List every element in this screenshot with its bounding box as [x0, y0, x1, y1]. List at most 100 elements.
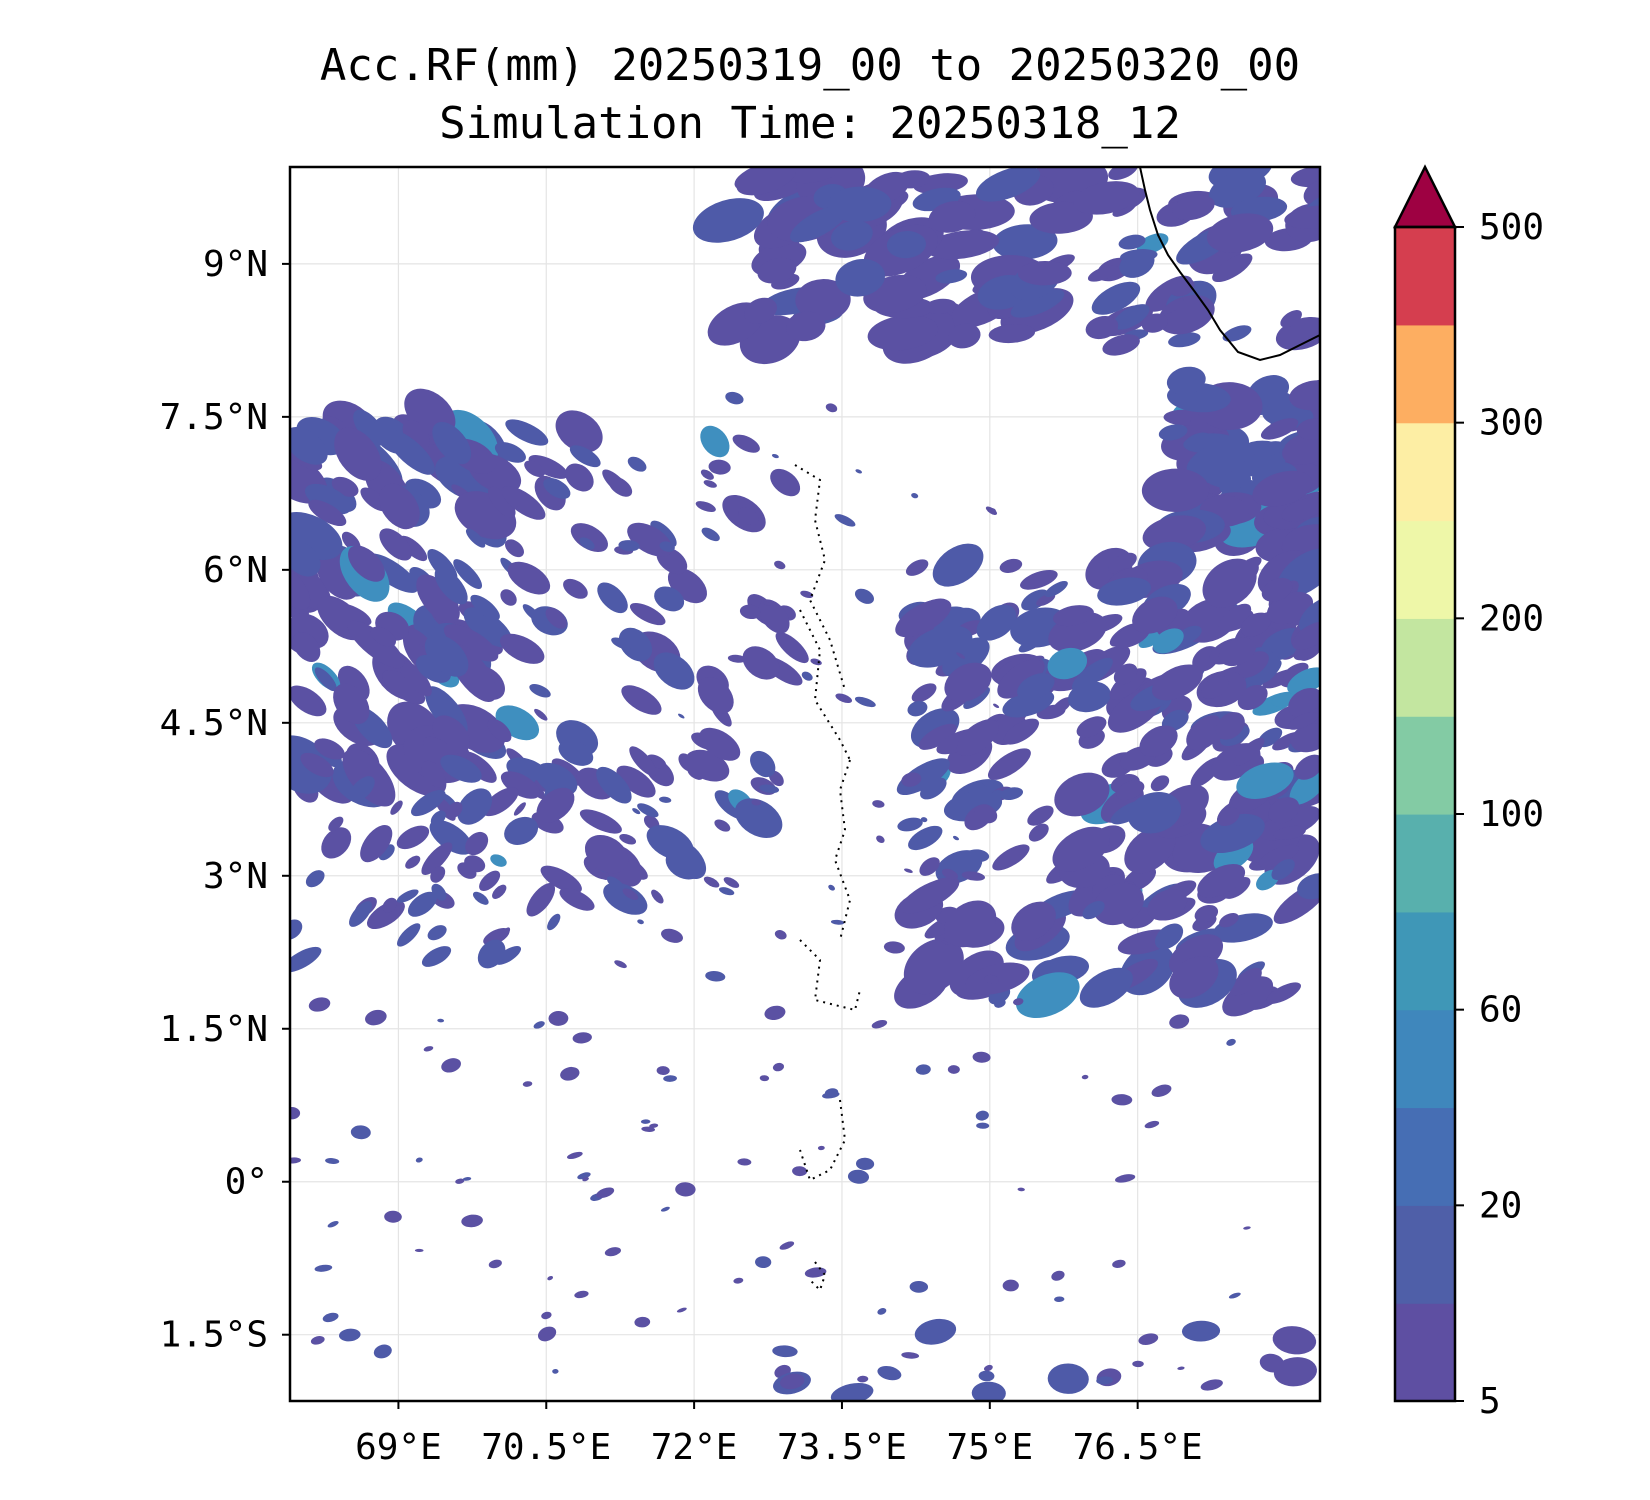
- rain-cell: [992, 789, 1006, 798]
- rain-cell: [897, 817, 923, 832]
- rain-cell: [462, 1177, 472, 1181]
- rain-cell: [1127, 791, 1182, 834]
- colorbar-tick-label: 500: [1479, 207, 1544, 248]
- colorbar-tick-label: 200: [1479, 598, 1544, 639]
- rain-cell: [536, 787, 575, 823]
- rain-cell: [290, 919, 303, 940]
- rain-cell: [975, 167, 1041, 202]
- rain-cell: [421, 760, 446, 788]
- rain-cell: [386, 429, 435, 475]
- rain-cell: [1054, 772, 1110, 817]
- colorbar-tick-label: 300: [1479, 403, 1544, 444]
- rain-cell: [1287, 667, 1320, 695]
- rain-cell: [1000, 787, 1024, 801]
- rain-cell: [555, 410, 603, 453]
- rain-cell: [560, 1066, 580, 1081]
- rain-cell: [596, 1187, 615, 1199]
- colorbar-tick-label: 5: [1479, 1381, 1501, 1422]
- rain-cell: [1222, 976, 1274, 1017]
- rain-cell: [1283, 662, 1309, 681]
- rain-cell: [835, 693, 853, 704]
- rain-cell: [453, 559, 483, 590]
- rain-cell: [290, 1106, 301, 1120]
- rain-cell: [465, 831, 489, 856]
- rain-cell: [290, 541, 321, 577]
- rain-cell: [703, 876, 720, 888]
- rain-cell: [427, 549, 458, 583]
- rain-cell: [379, 528, 412, 561]
- rain-cell: [825, 403, 838, 413]
- lon-tick-label: 76.5°E: [1073, 1427, 1203, 1468]
- rain-cell: [1268, 797, 1300, 824]
- rain-cell: [966, 849, 990, 863]
- rain-cell: [1115, 1174, 1136, 1183]
- colorbar-segment: [1395, 814, 1455, 913]
- rain-cell: [981, 779, 995, 788]
- rain-cell: [350, 1125, 371, 1140]
- rain-cell: [572, 1032, 592, 1044]
- rain-cell: [1289, 380, 1320, 411]
- rain-cell: [1115, 780, 1145, 801]
- rain-cell: [441, 1058, 461, 1073]
- rain-cell: [378, 483, 420, 530]
- rain-cell: [465, 528, 486, 548]
- rain-cell: [1281, 497, 1320, 522]
- rain-cell: [942, 637, 990, 678]
- rain-cell: [947, 323, 981, 349]
- rain-cell: [507, 561, 551, 595]
- rain-cell: [854, 588, 874, 604]
- rain-cell: [1219, 912, 1239, 928]
- rain-cell: [830, 919, 845, 925]
- rain-cell: [1172, 194, 1215, 221]
- rain-cell: [651, 889, 664, 904]
- rain-cell: [314, 667, 337, 692]
- rain-cell: [759, 784, 780, 794]
- rain-cell: [903, 938, 964, 995]
- rain-cell: [522, 1081, 533, 1087]
- rain-cell: [290, 946, 322, 973]
- rain-cell: [1102, 334, 1140, 356]
- rain-cell: [522, 604, 542, 622]
- rain-cell: [500, 771, 540, 799]
- rain-cell: [1237, 684, 1268, 711]
- rain-cell: [871, 1019, 888, 1029]
- rain-cell: [1243, 1226, 1251, 1230]
- rain-cell: [333, 683, 370, 725]
- colorbar-segment: [1395, 520, 1455, 619]
- rain-cell: [895, 598, 952, 638]
- rain-cell: [1015, 972, 1080, 1019]
- rain-cell: [1177, 1366, 1185, 1371]
- rain-cell: [1017, 673, 1055, 701]
- rain-cell: [463, 607, 513, 648]
- rain-cell: [1258, 844, 1300, 868]
- rain-cell: [956, 652, 966, 659]
- rain-cell: [763, 601, 771, 606]
- rain-cell: [1273, 1357, 1317, 1387]
- rain-cell: [1215, 712, 1245, 740]
- rain-cell: [405, 855, 421, 869]
- rain-cell: [547, 913, 561, 931]
- rain-cell: [988, 323, 1036, 344]
- rain-cell: [1093, 882, 1144, 926]
- rain-cell: [732, 434, 760, 453]
- rain-cell: [994, 998, 1006, 1008]
- lon-tick-label: 70.5°E: [481, 1427, 611, 1468]
- rain-cell: [1226, 1038, 1236, 1046]
- rain-cell: [472, 891, 489, 905]
- rain-cell: [421, 842, 453, 875]
- rain-cell: [1252, 470, 1313, 507]
- rain-cell: [533, 1021, 545, 1029]
- rain-cell: [1292, 621, 1320, 650]
- rain-cell: [983, 1364, 993, 1372]
- rain-cell: [641, 1126, 656, 1132]
- rain-cell: [828, 884, 835, 891]
- rain-cell: [772, 1345, 798, 1358]
- rain-cell: [492, 884, 507, 899]
- rain-cell: [314, 1264, 333, 1272]
- rain-cell: [653, 652, 695, 690]
- rain-cell: [733, 1277, 744, 1284]
- rain-cell: [978, 1370, 995, 1382]
- rain-cell: [640, 1119, 651, 1124]
- rain-cell: [529, 684, 551, 698]
- rainfall-field: [290, 167, 1320, 1401]
